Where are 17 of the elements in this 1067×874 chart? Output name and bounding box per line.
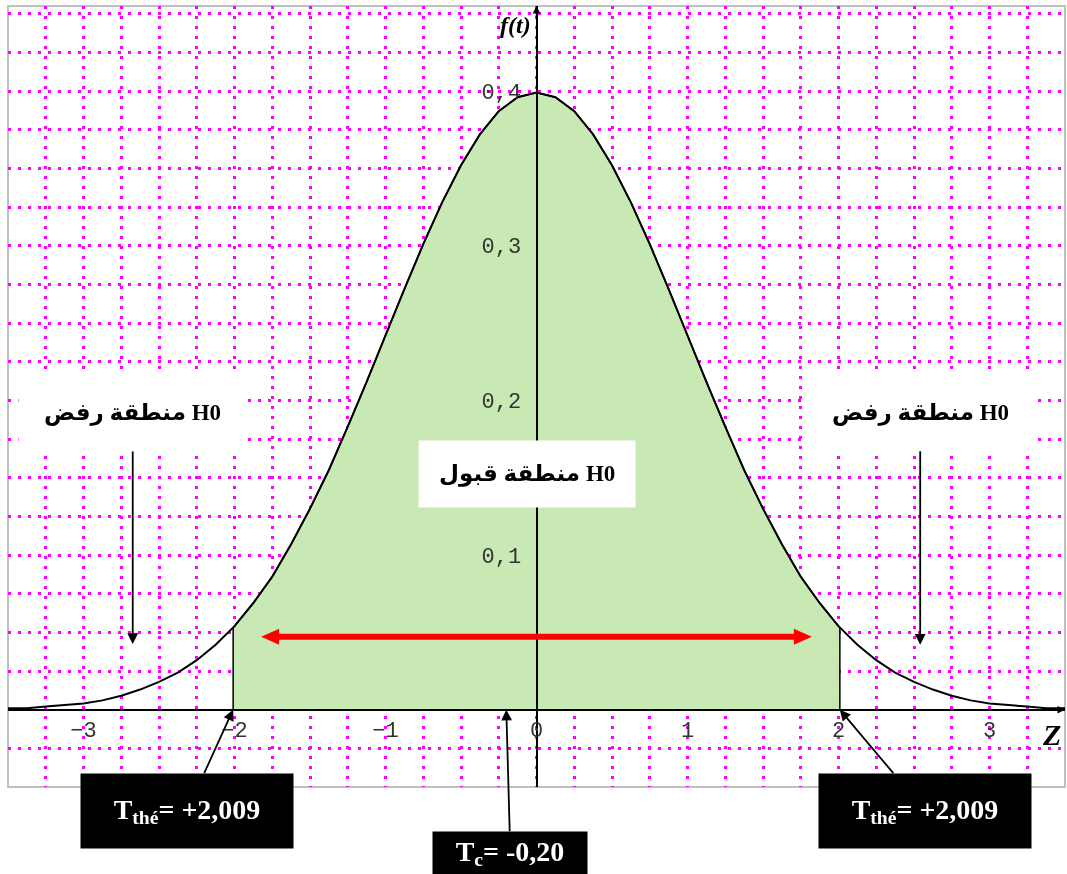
y-tick-label: 0,4 xyxy=(481,80,522,106)
x-tick-label: 1 xyxy=(680,719,695,745)
x-tick-label: 2 xyxy=(831,719,846,745)
y-axis-title: f(t) xyxy=(500,12,531,38)
y-tick-label: 0,1 xyxy=(481,544,522,570)
annotation: T$_{thé}$= +2,009 xyxy=(113,793,261,829)
annotation: منطقة قبول H0 xyxy=(439,461,616,487)
annotation: منطقة رفض H0 xyxy=(44,400,222,426)
y-tick-label: 0,2 xyxy=(481,390,522,416)
x-tick-label: 3 xyxy=(982,719,997,745)
x-tick-label: −1 xyxy=(372,719,399,745)
annotation: T$_{thé}$= +2,009 xyxy=(851,793,999,829)
annotation: منطقة رفض H0 xyxy=(832,400,1010,426)
x-tick-label: −3 xyxy=(70,719,97,745)
x-axis-title: Z xyxy=(1042,718,1062,751)
annotation: T$_{c}$= -0,20 xyxy=(455,835,565,871)
y-tick-label: 0,3 xyxy=(481,235,522,261)
